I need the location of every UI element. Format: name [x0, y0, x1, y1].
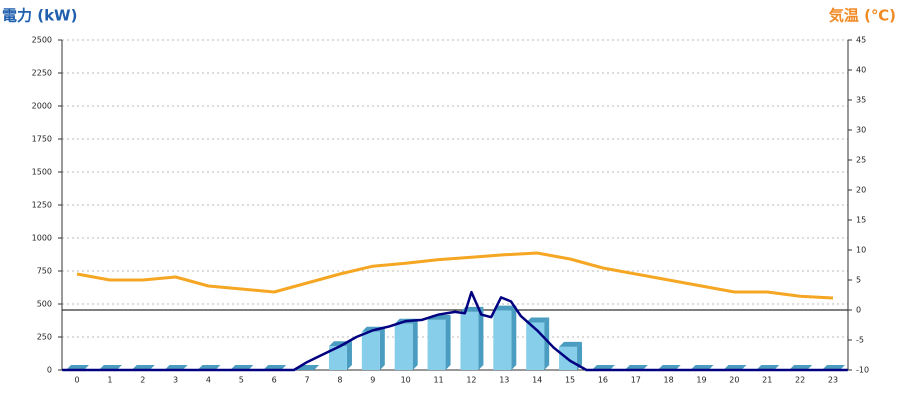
y-tick-label: 2500: [32, 36, 52, 45]
line: [62, 290, 848, 372]
y2-tick-label: -5: [856, 336, 864, 345]
y2-tick-label: 25: [856, 156, 866, 165]
bar-face: [427, 319, 446, 370]
bar-face: [559, 341, 583, 347]
x-tick-label: 0: [74, 376, 79, 385]
bar: [361, 326, 385, 370]
x-tick-label: 12: [466, 376, 476, 385]
x-tick-label: 21: [762, 376, 772, 385]
x-tick-label: 8: [337, 376, 342, 385]
bar-face: [379, 326, 385, 370]
bar: [460, 306, 484, 370]
bar-face: [460, 311, 479, 370]
y-tick-label: 250: [37, 333, 52, 342]
y-tick-label: 750: [37, 267, 52, 276]
y2-axis-title: 気温 (℃): [829, 7, 896, 25]
bar-face: [394, 323, 413, 370]
y2-tick-label: 40: [856, 66, 866, 75]
bar-face: [478, 306, 484, 370]
y2-tick-label: 45: [856, 36, 866, 45]
y-tick-label: 500: [37, 300, 52, 309]
x-tick-label: 14: [532, 376, 542, 385]
x-tick-label: 13: [499, 376, 509, 385]
y2-tick-label: 10: [856, 246, 866, 255]
bar: [427, 314, 451, 370]
x-tick-label: 7: [305, 376, 310, 385]
y2-tick-label: 15: [856, 216, 866, 225]
x-tick-label: 16: [598, 376, 608, 385]
x-tick-label: 6: [272, 376, 277, 385]
y2-tick-label: 30: [856, 126, 866, 135]
y-tick-label: 2250: [32, 69, 52, 78]
bar-face: [577, 341, 583, 370]
x-tick-label: 3: [173, 376, 178, 385]
x-tick-label: 19: [696, 376, 706, 385]
bar-face: [346, 341, 352, 370]
line: [76, 251, 834, 300]
x-tick-label: 23: [828, 376, 838, 385]
bar-face: [544, 317, 550, 370]
bar-face: [328, 346, 347, 370]
x-tick-label: 11: [433, 376, 443, 385]
bar-face: [412, 318, 418, 370]
y2-tick-label: 0: [856, 306, 861, 315]
y2-tick-label: 5: [856, 276, 861, 285]
x-tick-label: 2: [140, 376, 145, 385]
bar-face: [493, 305, 517, 311]
bar-face: [511, 305, 517, 370]
x-tick-label: 1: [107, 376, 112, 385]
bar: [394, 318, 418, 370]
x-tick-label: 5: [239, 376, 244, 385]
x-tick-label: 4: [206, 376, 211, 385]
y2-tick-label: 35: [856, 96, 866, 105]
y-tick-label: 1250: [32, 201, 52, 210]
bar: [328, 341, 352, 370]
y-tick-label: 1500: [32, 168, 52, 177]
y-tick-label: 1750: [32, 135, 52, 144]
y-tick-label: 2000: [32, 102, 52, 111]
y-axis-title: 電力 (kW): [2, 7, 77, 25]
x-tick-label: 10: [401, 376, 411, 385]
y-tick-label: 0: [47, 366, 52, 375]
y2-tick-label: 20: [856, 186, 866, 195]
bar-face: [361, 331, 380, 370]
y-tick-label: 1000: [32, 234, 52, 243]
x-tick-label: 15: [565, 376, 575, 385]
y2-tick-label: -10: [856, 366, 869, 375]
bar-face: [526, 317, 550, 323]
x-tick-label: 22: [795, 376, 805, 385]
x-tick-label: 20: [729, 376, 739, 385]
x-tick-label: 17: [631, 376, 641, 385]
bar-face: [445, 314, 451, 370]
bar: [493, 305, 517, 370]
x-tick-label: 18: [664, 376, 674, 385]
bar-face: [493, 310, 512, 370]
x-tick-label: 9: [370, 376, 375, 385]
